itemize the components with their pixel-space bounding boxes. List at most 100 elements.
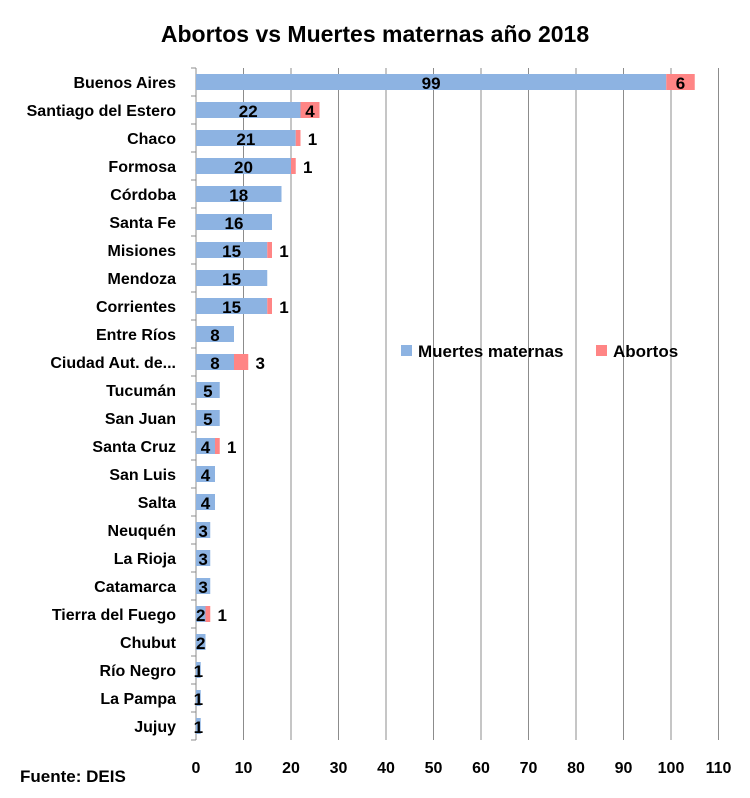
bar-muertes-maternas [196, 438, 215, 454]
x-tick-label: 90 [615, 760, 633, 777]
bar-muertes-maternas [196, 270, 268, 286]
data-label-abortos: 1 [218, 606, 227, 625]
x-tick-label: 10 [235, 760, 253, 777]
source-note: Fuente: DEIS [20, 767, 126, 786]
y-tick-label: Catamarca [94, 579, 176, 596]
bar-abortos [234, 354, 249, 370]
bar-muertes-maternas [196, 382, 220, 398]
y-tick-label: Santiago del Estero [27, 103, 177, 120]
bar-muertes-maternas [196, 578, 211, 594]
bar-muertes-maternas [196, 354, 234, 370]
data-label-muertes-maternas: 4 [201, 466, 211, 485]
bar-muertes-maternas [196, 214, 272, 230]
y-tick-label: Misiones [108, 243, 177, 260]
y-tick-label: Tierra del Fuego [52, 607, 176, 624]
data-label-muertes-maternas: 5 [203, 410, 212, 429]
data-label-muertes-maternas: 1 [194, 690, 203, 709]
data-label-muertes-maternas: 5 [203, 382, 212, 401]
bar-muertes-maternas [196, 102, 301, 118]
bar-muertes-maternas [196, 410, 220, 426]
y-tick-label: Chaco [127, 131, 176, 148]
data-label-muertes-maternas: 8 [210, 354, 219, 373]
bar-muertes-maternas [196, 326, 234, 342]
x-tick-label: 50 [425, 760, 443, 777]
bar-abortos [291, 158, 296, 174]
bar-abortos [205, 606, 211, 622]
y-tick-label: San Juan [105, 411, 176, 428]
data-label-muertes-maternas: 16 [225, 214, 244, 233]
x-tick-label: 70 [520, 760, 538, 777]
data-label-muertes-maternas: 3 [198, 550, 207, 569]
y-tick-label: Formosa [108, 159, 176, 176]
y-tick-label: Salta [138, 495, 176, 512]
data-label-abortos: 6 [676, 74, 685, 93]
data-label-muertes-maternas: 8 [210, 326, 219, 345]
y-tick-label: Chubut [120, 635, 177, 652]
y-tick-label: Corrientes [96, 299, 176, 316]
bar-muertes-maternas [196, 606, 206, 622]
bar-muertes-maternas [196, 550, 211, 566]
y-tick-label: Tucumán [106, 383, 176, 400]
x-tick-label: 100 [658, 760, 685, 777]
data-label-muertes-maternas: 4 [201, 438, 211, 457]
bar-abortos [267, 242, 272, 258]
bar-muertes-maternas [196, 662, 201, 678]
data-label-muertes-maternas: 15 [222, 270, 241, 289]
bar-muertes-maternas [196, 494, 215, 510]
bar-muertes-maternas [196, 242, 268, 258]
data-label-abortos: 3 [256, 354, 265, 373]
data-label-abortos: 1 [279, 242, 288, 261]
y-tick-label: Santa Fe [109, 215, 176, 232]
legend-label-muertes: Muertes maternas [418, 342, 564, 361]
data-label-abortos: 1 [303, 158, 312, 177]
bar-abortos [666, 74, 695, 90]
data-label-muertes-maternas: 15 [222, 298, 241, 317]
data-label-muertes-maternas: 2 [196, 634, 205, 653]
legend: Muertes maternas Abortos [401, 342, 678, 361]
bar-muertes-maternas [196, 186, 282, 202]
bar-muertes-maternas [196, 130, 296, 146]
bar-abortos [215, 438, 220, 454]
y-tick-label: La Rioja [114, 551, 176, 568]
x-tick-label: 0 [192, 760, 201, 777]
bar-muertes-maternas [196, 522, 211, 538]
data-label-muertes-maternas: 20 [234, 158, 253, 177]
y-tick-label: Buenos Aires [73, 75, 176, 92]
bar-muertes-maternas [196, 634, 206, 650]
y-tick-label: Córdoba [110, 187, 176, 204]
y-tick-label: Santa Cruz [92, 439, 176, 456]
data-label-muertes-maternas: 18 [229, 186, 248, 205]
data-label-muertes-maternas: 22 [239, 102, 258, 121]
y-tick-label: Neuquén [108, 523, 176, 540]
data-label-abortos: 1 [279, 298, 288, 317]
bar-muertes-maternas [196, 158, 291, 174]
data-label-muertes-maternas: 21 [236, 130, 255, 149]
y-tick-label: Jujuy [134, 719, 176, 736]
data-label-muertes-maternas: 1 [194, 662, 203, 681]
x-tick-label: 110 [706, 760, 732, 777]
bar-muertes-maternas [196, 690, 201, 706]
data-label-muertes-maternas: 15 [222, 242, 241, 261]
x-tick-label: 20 [282, 760, 300, 777]
x-tick-label: 30 [330, 760, 348, 777]
data-label-muertes-maternas: 1 [194, 718, 203, 737]
legend-label-abortos: Abortos [613, 342, 678, 361]
x-tick-label: 40 [377, 760, 395, 777]
x-tick-label: 80 [567, 760, 585, 777]
data-label-muertes-maternas: 3 [198, 578, 207, 597]
y-tick-label: Mendoza [108, 271, 177, 288]
data-label-muertes-maternas: 2 [196, 606, 205, 625]
data-label-abortos: 1 [227, 438, 236, 457]
bar-abortos [267, 298, 272, 314]
data-label-muertes-maternas: 99 [422, 74, 441, 93]
data-label-muertes-maternas: 4 [201, 494, 211, 513]
chart-title: Abortos vs Muertes maternas año 2018 [161, 21, 589, 47]
x-tick-label: 60 [472, 760, 490, 777]
bar-muertes-maternas [196, 466, 215, 482]
legend-swatch-abortos [596, 345, 607, 356]
bar-muertes-maternas [196, 298, 268, 314]
legend-swatch-muertes [401, 345, 412, 356]
y-tick-label: Río Negro [100, 663, 177, 680]
y-tick-label: Ciudad Aut. de... [50, 355, 176, 372]
